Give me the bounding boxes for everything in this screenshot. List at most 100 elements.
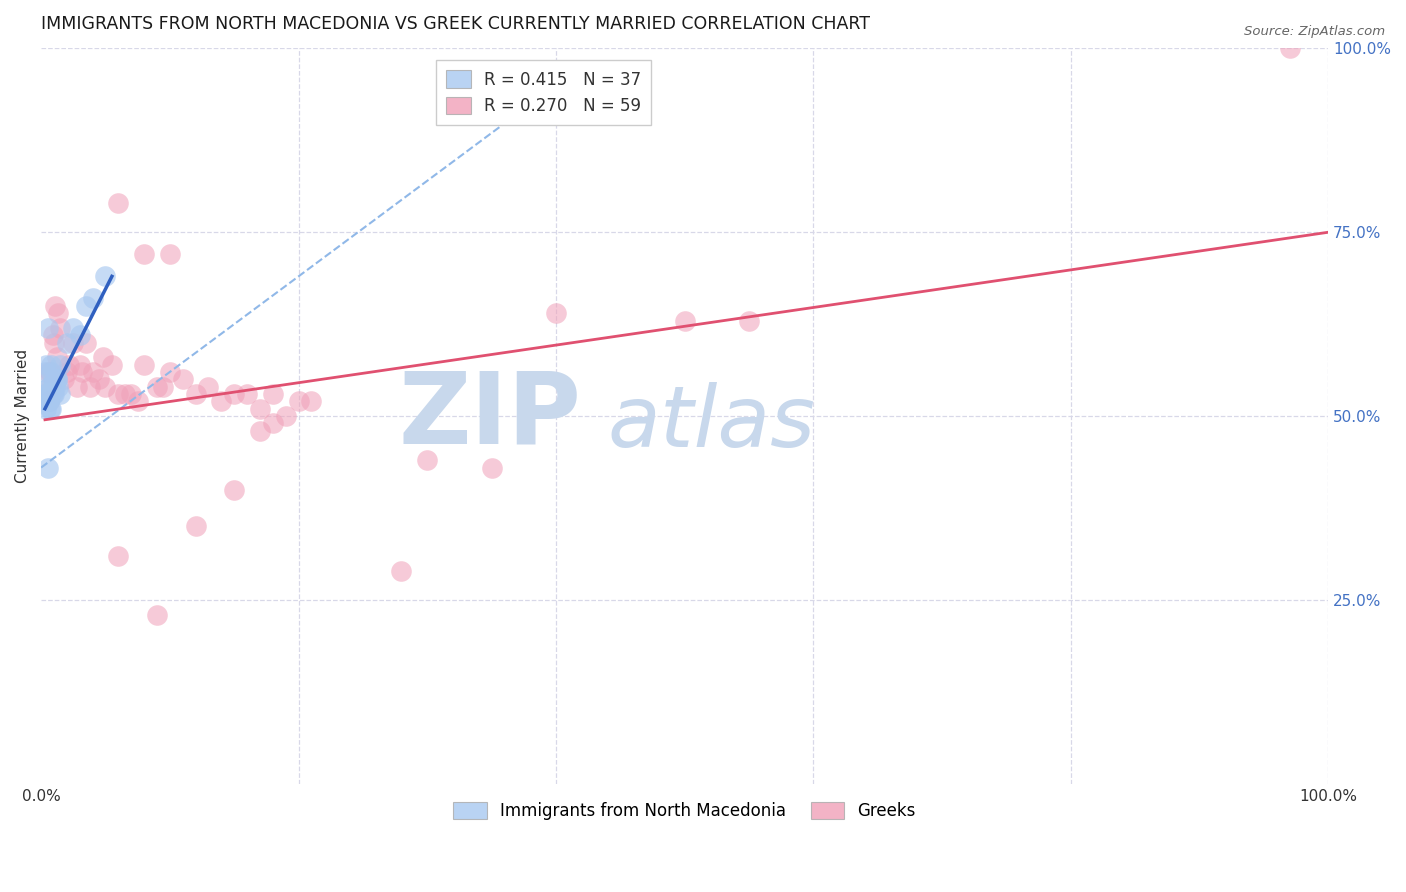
Point xyxy=(82,292,104,306)
Point xyxy=(107,549,129,563)
Point xyxy=(114,387,136,401)
Point xyxy=(35,401,58,416)
Point xyxy=(45,372,67,386)
Text: atlas: atlas xyxy=(607,382,815,465)
Point xyxy=(249,424,271,438)
Point xyxy=(132,247,155,261)
Point xyxy=(391,564,413,578)
Point xyxy=(38,379,60,393)
Point xyxy=(87,372,110,386)
Point xyxy=(58,358,80,372)
Point xyxy=(53,372,76,386)
Point xyxy=(34,365,56,379)
Point xyxy=(127,394,149,409)
Point xyxy=(44,372,66,386)
Point xyxy=(46,306,69,320)
Point xyxy=(38,379,60,393)
Point xyxy=(49,387,72,401)
Point xyxy=(39,401,62,416)
Point xyxy=(69,358,91,372)
Point xyxy=(159,365,181,379)
Point xyxy=(49,358,72,372)
Point xyxy=(38,394,60,409)
Point xyxy=(42,379,65,393)
Point xyxy=(673,313,696,327)
Point xyxy=(107,195,129,210)
Point xyxy=(91,351,114,365)
Point xyxy=(544,306,567,320)
Point xyxy=(481,460,503,475)
Point xyxy=(159,247,181,261)
Point xyxy=(35,358,58,372)
Point xyxy=(41,328,63,343)
Point xyxy=(152,379,174,393)
Point xyxy=(38,394,60,409)
Point xyxy=(41,387,63,401)
Point xyxy=(94,269,117,284)
Point xyxy=(62,335,84,350)
Point xyxy=(39,365,62,379)
Point xyxy=(224,483,246,497)
Point xyxy=(56,335,79,350)
Point xyxy=(41,365,63,379)
Point xyxy=(41,401,63,416)
Point xyxy=(37,365,59,379)
Point xyxy=(42,335,65,350)
Point xyxy=(184,519,207,533)
Point xyxy=(287,394,309,409)
Point xyxy=(38,394,60,409)
Point xyxy=(209,394,232,409)
Point xyxy=(1278,41,1301,55)
Point xyxy=(75,335,97,350)
Point xyxy=(82,365,104,379)
Point xyxy=(146,379,169,393)
Point xyxy=(42,387,65,401)
Point xyxy=(44,379,66,393)
Point xyxy=(146,607,169,622)
Point xyxy=(172,372,194,386)
Point xyxy=(42,372,65,386)
Point xyxy=(46,379,69,393)
Point xyxy=(66,379,89,393)
Text: IMMIGRANTS FROM NORTH MACEDONIA VS GREEK CURRENTLY MARRIED CORRELATION CHART: IMMIGRANTS FROM NORTH MACEDONIA VS GREEK… xyxy=(41,15,870,33)
Point xyxy=(236,387,259,401)
Point xyxy=(120,387,142,401)
Point xyxy=(94,379,117,393)
Point xyxy=(184,387,207,401)
Point xyxy=(75,299,97,313)
Point xyxy=(56,365,79,379)
Point xyxy=(107,387,129,401)
Point xyxy=(39,387,62,401)
Point xyxy=(101,358,124,372)
Point xyxy=(262,387,284,401)
Point xyxy=(299,394,322,409)
Point xyxy=(274,409,297,423)
Point xyxy=(224,387,246,401)
Text: ZIP: ZIP xyxy=(399,368,582,465)
Point xyxy=(69,328,91,343)
Point xyxy=(39,387,62,401)
Point xyxy=(249,401,271,416)
Point xyxy=(72,365,94,379)
Y-axis label: Currently Married: Currently Married xyxy=(15,349,30,483)
Point xyxy=(41,379,63,393)
Text: Source: ZipAtlas.com: Source: ZipAtlas.com xyxy=(1244,25,1385,38)
Point xyxy=(37,321,59,335)
Point xyxy=(738,313,761,327)
Point xyxy=(45,372,67,386)
Point xyxy=(37,460,59,475)
Point xyxy=(41,358,63,372)
Point xyxy=(45,351,67,365)
Point xyxy=(44,299,66,313)
Point xyxy=(62,321,84,335)
Point xyxy=(262,417,284,431)
Point xyxy=(34,387,56,401)
Legend: Immigrants from North Macedonia, Greeks: Immigrants from North Macedonia, Greeks xyxy=(447,796,922,827)
Point xyxy=(197,379,219,393)
Point xyxy=(49,321,72,335)
Point xyxy=(41,379,63,393)
Point xyxy=(79,379,101,393)
Point xyxy=(41,379,63,393)
Point xyxy=(41,387,63,401)
Point xyxy=(416,453,439,467)
